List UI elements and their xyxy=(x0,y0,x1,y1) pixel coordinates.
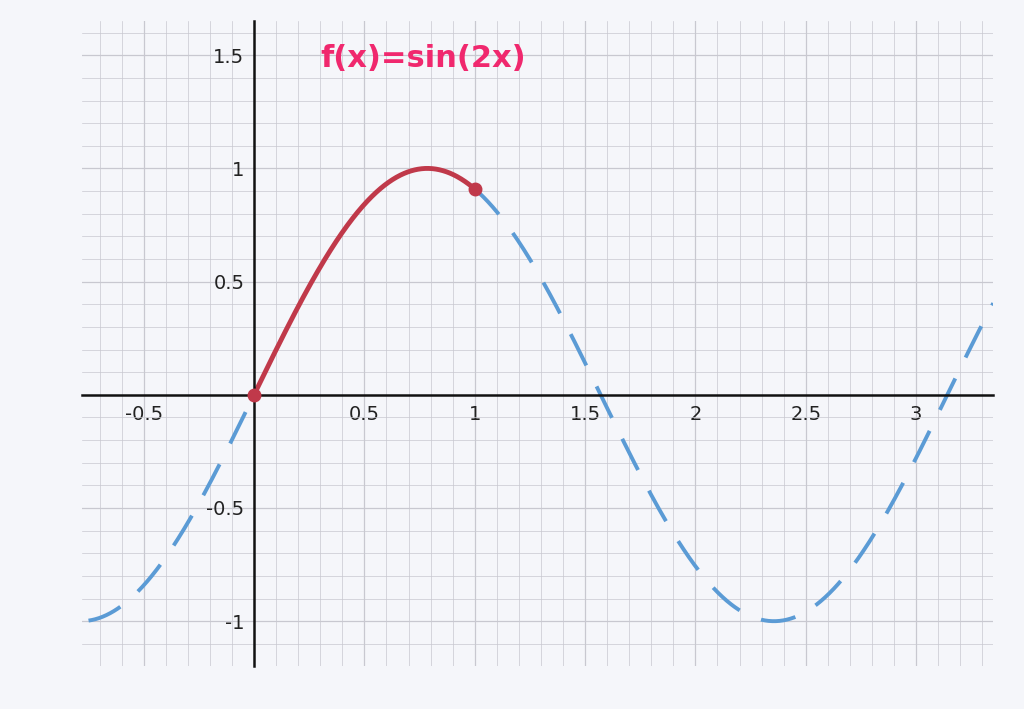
Text: f(x)=sin(2x): f(x)=sin(2x) xyxy=(321,43,526,72)
